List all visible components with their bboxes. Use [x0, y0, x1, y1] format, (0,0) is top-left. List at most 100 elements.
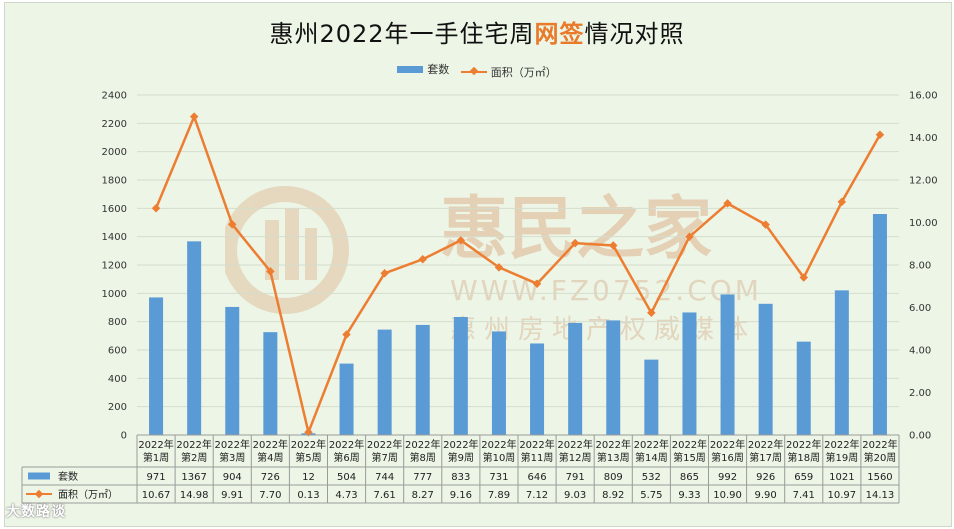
category-label: 2022年第1周: [138, 438, 173, 464]
y-right-tick-label: 16.00: [909, 91, 938, 102]
y-left-tick-label: 1000: [102, 289, 127, 300]
legend-bar-swatch: [397, 65, 424, 73]
category-label: 2022年第4周: [253, 438, 288, 464]
y-left-tick-label: 200: [108, 402, 127, 413]
y-axis-left: 0 200 400 600 800 1000 1200 1400 1600 1800 2000 220…: [102, 91, 127, 442]
category-label: 2022年第18周: [786, 438, 821, 464]
bar: [568, 322, 583, 435]
bar: [415, 324, 430, 435]
title-suffix: 情况对照: [584, 20, 685, 48]
category-label: 2022年第5周: [291, 438, 326, 464]
category-label: 2022年第6周: [329, 438, 364, 464]
table-cell: 14.98: [180, 490, 209, 501]
y-axis-right: 0.00 2.00 4.00 6.00 8.00 10.00 12.00 14.00 16.00: [909, 91, 938, 442]
table-cell: 9.91: [221, 490, 243, 501]
y-right-tick-label: 12.00: [909, 176, 938, 187]
y-left-tick-label: 600: [108, 346, 127, 357]
category-label: 2022年第11周: [519, 438, 554, 464]
table-cell: 9.03: [564, 490, 586, 501]
table-cell: 865: [680, 472, 699, 483]
category-label: 2022年第8周: [405, 438, 440, 464]
category-label: 2022年第2周: [176, 438, 211, 464]
line-point: [418, 255, 427, 264]
brand-logo: 大数路谈: [6, 504, 66, 520]
bar: [530, 343, 545, 435]
title-highlight: 网签: [534, 20, 585, 48]
bar: [720, 294, 735, 435]
table-cell: 0.13: [297, 490, 319, 501]
y-right-tick-label: 8.00: [909, 261, 931, 272]
category-label: 2022年第10周: [481, 438, 516, 464]
bar: [606, 320, 621, 435]
legend-item-line: 面积（万㎡）: [460, 64, 557, 80]
bar: [263, 332, 278, 435]
bar-series: [149, 214, 887, 435]
y-left-tick-label: 2200: [102, 119, 127, 130]
line-point: [799, 273, 808, 282]
category-label: 2022年第13周: [596, 438, 631, 464]
bar: [644, 359, 659, 435]
bar: [377, 329, 392, 435]
table-cell: 9.16: [450, 490, 472, 501]
bar: [758, 303, 773, 435]
legend-line-label: 面积（万㎡）: [490, 65, 557, 79]
table-cell: 4.73: [335, 490, 357, 501]
category-label: 2022年第9周: [443, 438, 478, 464]
y-right-tick-label: 2.00: [909, 388, 931, 399]
y-left-tick-label: 1400: [102, 232, 127, 243]
table-cell: 10.67: [142, 490, 171, 501]
table-row-label: 面积（万㎡）: [58, 489, 118, 501]
table-cell: 992: [718, 472, 737, 483]
line-point: [266, 267, 275, 276]
y-right-tick-label: 0.00: [909, 431, 931, 442]
table-cell: 971: [147, 472, 166, 483]
area-line: [154, 113, 882, 437]
table-cell: 8.92: [602, 490, 624, 501]
category-label: 2022年第19周: [824, 438, 859, 464]
chart-legend: 套数 面积（万㎡）: [0, 61, 954, 80]
table-row-label: 套数: [58, 470, 78, 483]
table-cell: 833: [451, 472, 470, 483]
table-cell: 777: [413, 472, 432, 483]
chart-title: 惠州2022年一手住宅周网签情况对照: [0, 14, 954, 49]
table-cell: 731: [489, 472, 508, 483]
table-cell: 791: [566, 472, 585, 483]
table-cell: 8.27: [412, 490, 434, 501]
line-point: [151, 204, 161, 213]
y-right-tick-label: 4.00: [909, 346, 931, 357]
bar: [453, 316, 468, 435]
category-label: 2022年第16周: [710, 438, 745, 464]
line-point: [532, 279, 542, 288]
line-point: [380, 269, 389, 278]
bar: [491, 331, 506, 435]
line-series: [151, 112, 885, 437]
line-point: [304, 427, 313, 437]
y-left-tick-label: 0: [121, 431, 127, 442]
table-cell: 10.90: [713, 490, 742, 501]
y-right-tick-label: 14.00: [909, 133, 938, 144]
bar: [872, 214, 887, 435]
table-cell: 904: [223, 472, 242, 483]
table-cell: 7.41: [793, 490, 815, 501]
table-cell: 5.75: [640, 490, 662, 501]
y-left-tick-label: 2400: [102, 91, 127, 102]
table-cell: 10.97: [828, 490, 857, 501]
y-left-tick-label: 400: [108, 374, 127, 385]
table-cell: 659: [794, 472, 813, 483]
y-left-tick-label: 1800: [102, 176, 127, 187]
table-legend-line-marker: [34, 489, 44, 499]
table-cell: 504: [337, 472, 356, 483]
category-label: 2022年第14周: [634, 438, 669, 464]
category-label: 2022年第15周: [672, 438, 707, 464]
table-cell: 9.90: [755, 490, 777, 501]
table-legend-bar-swatch: [28, 472, 50, 480]
grid-lines: [137, 94, 899, 436]
table-cell: 12: [302, 472, 315, 483]
table-cell: 726: [261, 472, 280, 483]
category-label: 2022年第12周: [557, 438, 592, 464]
table-cell: 1021: [829, 472, 854, 483]
table-cell: 926: [756, 472, 775, 483]
line-point: [456, 236, 466, 245]
bar: [149, 297, 164, 435]
